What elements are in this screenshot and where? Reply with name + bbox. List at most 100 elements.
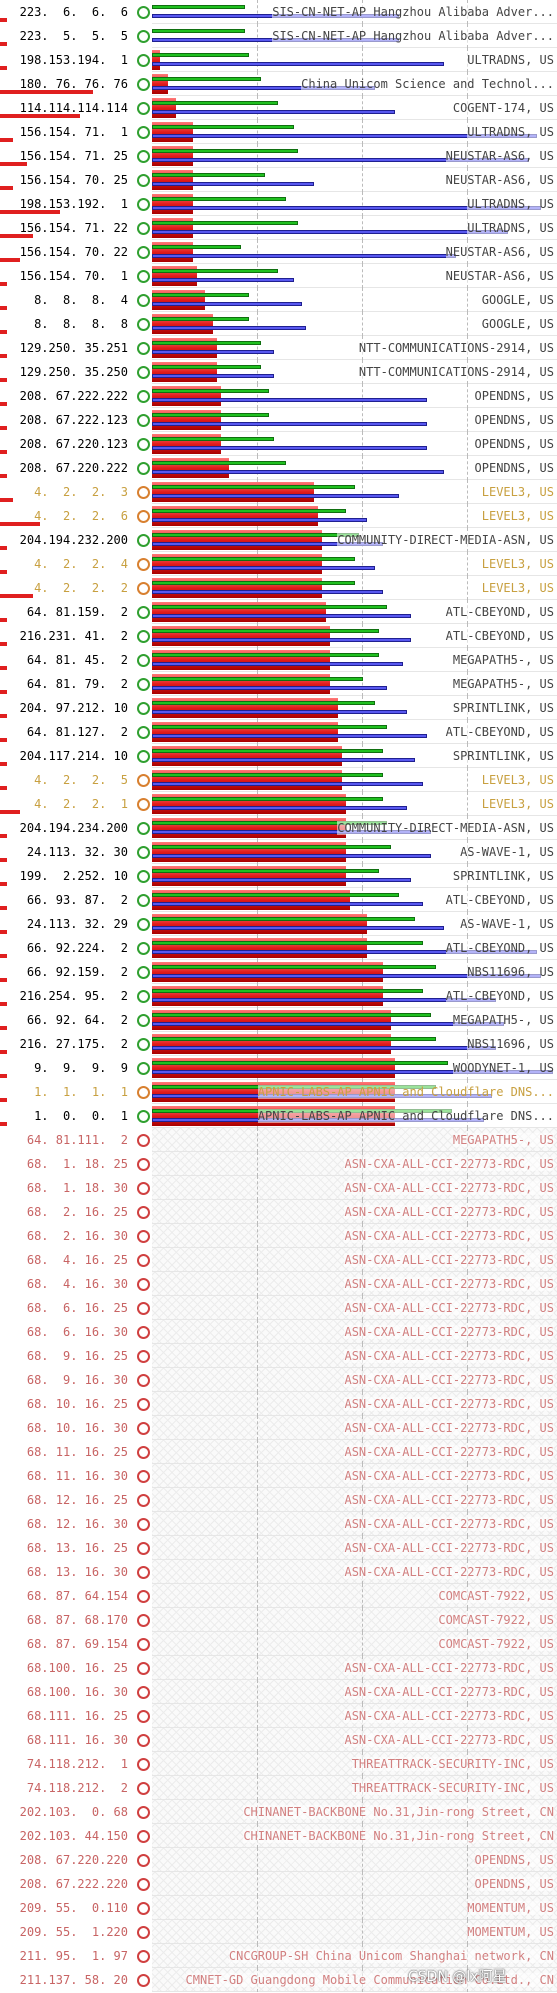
server-row[interactable]: 68. 87. 64.154 COMCAST-7922, US — [0, 1584, 557, 1608]
server-row[interactable]: 68. 4. 16. 25 ASN-CXA-ALL-CCI-22773-RDC, … — [0, 1248, 557, 1272]
ip-cell: 204.194.232.200 — [0, 528, 133, 552]
server-row[interactable]: 66. 92.224. 2 ATL-CBEYOND, US — [0, 936, 557, 960]
timing-plot: AS-WAVE-1, US — [152, 912, 557, 936]
server-row[interactable]: 211. 95. 1. 97 CNCGROUP-SH China Unicom S… — [0, 1944, 557, 1968]
server-row[interactable]: 202.103. 0. 68 CHINANET-BACKBONE No.31,Ji… — [0, 1800, 557, 1824]
server-row[interactable]: 4. 2. 2. 2 LEVEL3, US — [0, 576, 557, 600]
red-ring-icon — [137, 1926, 150, 1939]
server-row[interactable]: 198.153.194. 1 ULTRADNS, US — [0, 48, 557, 72]
server-row[interactable]: 68. 13. 16. 30 ASN-CXA-ALL-CCI-22773-RDC,… — [0, 1560, 557, 1584]
server-row[interactable]: 156.154. 70. 25 NEUSTAR-AS6, US — [0, 168, 557, 192]
server-row[interactable]: 204. 97.212. 10 SPRINTLINK, US — [0, 696, 557, 720]
server-row[interactable]: 9. 9. 9. 9 WOODYNET-1, US — [0, 1056, 557, 1080]
server-row[interactable]: 129.250. 35.251 NTT-COMMUNICATIONS-2914, … — [0, 336, 557, 360]
server-row[interactable]: 208. 67.220.220 OPENDNS, US — [0, 1848, 557, 1872]
server-row[interactable]: 68. 2. 16. 25 ASN-CXA-ALL-CCI-22773-RDC, … — [0, 1200, 557, 1224]
server-row[interactable]: 66. 93. 87. 2 ATL-CBEYOND, US — [0, 888, 557, 912]
server-row[interactable]: 24.113. 32. 29 AS-WAVE-1, US — [0, 912, 557, 936]
grid-line — [467, 384, 468, 408]
server-row[interactable]: 68. 13. 16. 25 ASN-CXA-ALL-CCI-22773-RDC,… — [0, 1536, 557, 1560]
server-row[interactable]: 68. 1. 18. 25 ASN-CXA-ALL-CCI-22773-RDC, … — [0, 1152, 557, 1176]
server-row[interactable]: 129.250. 35.250 NTT-COMMUNICATIONS-2914, … — [0, 360, 557, 384]
server-row[interactable]: 204.194.234.200 COMMUNITY-DIRECT-MEDIA-AS… — [0, 816, 557, 840]
server-row[interactable]: 68. 87. 69.154 COMCAST-7922, US — [0, 1632, 557, 1656]
orange-ring-icon — [137, 1086, 150, 1099]
server-row[interactable]: 68. 11. 16. 30 ASN-CXA-ALL-CCI-22773-RDC,… — [0, 1464, 557, 1488]
server-row[interactable]: 180. 76. 76. 76 China Unicom Science and … — [0, 72, 557, 96]
server-row[interactable]: 68.100. 16. 25 ASN-CXA-ALL-CCI-22773-RDC,… — [0, 1656, 557, 1680]
server-row[interactable]: 199. 2.252. 10 SPRINTLINK, US — [0, 864, 557, 888]
server-row[interactable]: 4. 2. 2. 3 LEVEL3, US — [0, 480, 557, 504]
server-row[interactable]: 68. 6. 16. 25 ASN-CXA-ALL-CCI-22773-RDC, … — [0, 1296, 557, 1320]
server-row[interactable]: 156.154. 71. 22 ULTRADNS, US — [0, 216, 557, 240]
server-row[interactable]: 198.153.192. 1 ULTRADNS, US — [0, 192, 557, 216]
ip-rank-bar — [0, 714, 7, 718]
server-row[interactable]: 4. 2. 2. 5 LEVEL3, US — [0, 768, 557, 792]
server-row[interactable]: 4. 2. 2. 6 LEVEL3, US — [0, 504, 557, 528]
server-row[interactable]: 1. 0. 0. 1 APNIC-LABS-AP APNIC and Cloudf… — [0, 1104, 557, 1128]
server-row[interactable]: 209. 55. 0.110 MOMENTUM, US — [0, 1896, 557, 1920]
server-row[interactable]: 208. 67.222.123 OPENDNS, US — [0, 408, 557, 432]
server-row[interactable]: 8. 8. 8. 8 GOOGLE, US — [0, 312, 557, 336]
server-row[interactable]: 208. 67.220.123 OPENDNS, US — [0, 432, 557, 456]
server-row[interactable]: 68. 9. 16. 30 ASN-CXA-ALL-CCI-22773-RDC, … — [0, 1368, 557, 1392]
server-row[interactable]: 156.154. 70. 1 NEUSTAR-AS6, US — [0, 264, 557, 288]
server-row[interactable]: 68. 2. 16. 30 ASN-CXA-ALL-CCI-22773-RDC, … — [0, 1224, 557, 1248]
server-row[interactable]: 64. 81.159. 2 ATL-CBEYOND, US — [0, 600, 557, 624]
server-row[interactable]: 68. 6. 16. 30 ASN-CXA-ALL-CCI-22773-RDC, … — [0, 1320, 557, 1344]
server-row[interactable]: 64. 81.127. 2 ATL-CBEYOND, US — [0, 720, 557, 744]
server-row[interactable]: 4. 2. 2. 1 LEVEL3, US — [0, 792, 557, 816]
server-row[interactable]: 66. 92. 64. 2 MEGAPATH5-, US — [0, 1008, 557, 1032]
server-row[interactable]: 68. 1. 18. 30 ASN-CXA-ALL-CCI-22773-RDC, … — [0, 1176, 557, 1200]
server-row[interactable]: 156.154. 71. 1 ULTRADNS, US — [0, 120, 557, 144]
server-row[interactable]: 66. 92.159. 2 NBS11696, US — [0, 960, 557, 984]
server-row[interactable]: 211.137. 58. 20 CMNET-GD Guangdong Mobile… — [0, 1968, 557, 1992]
server-row[interactable]: 4. 2. 2. 4 LEVEL3, US — [0, 552, 557, 576]
server-row[interactable]: 114.114.114.114 COGENT-174, US — [0, 96, 557, 120]
cached-bar — [152, 269, 278, 273]
server-row[interactable]: 64. 81. 79. 2 MEGAPATH5-, US — [0, 672, 557, 696]
cached-bar — [152, 941, 423, 945]
ip-cell: 74.118.212. 2 — [0, 1776, 133, 1800]
server-row[interactable]: 68. 11. 16. 25 ASN-CXA-ALL-CCI-22773-RDC,… — [0, 1440, 557, 1464]
server-row[interactable]: 68. 10. 16. 25 ASN-CXA-ALL-CCI-22773-RDC,… — [0, 1392, 557, 1416]
server-row[interactable]: 208. 67.222.220 OPENDNS, US — [0, 1872, 557, 1896]
server-row[interactable]: 216.231. 41. 2 ATL-CBEYOND, US — [0, 624, 557, 648]
server-row[interactable]: 204.117.214. 10 SPRINTLINK, US — [0, 744, 557, 768]
server-row[interactable]: 74.118.212. 2 THREATTRACK-SECURITY-INC, U… — [0, 1776, 557, 1800]
server-row[interactable]: 223. 6. 6. 6 SIS-CN-NET-AP Hangzhou Aliba… — [0, 0, 557, 24]
server-row[interactable]: 216.254. 95. 2 ATL-CBEYOND, US — [0, 984, 557, 1008]
server-row[interactable]: 68.111. 16. 30 ASN-CXA-ALL-CCI-22773-RDC,… — [0, 1728, 557, 1752]
server-row[interactable]: 209. 55. 1.220 MOMENTUM, US — [0, 1920, 557, 1944]
server-row[interactable]: 202.103. 44.150 CHINANET-BACKBONE No.31,J… — [0, 1824, 557, 1848]
server-row[interactable]: 68. 9. 16. 25 ASN-CXA-ALL-CCI-22773-RDC, … — [0, 1344, 557, 1368]
server-row[interactable]: 156.154. 71. 25 NEUSTAR-AS6, US — [0, 144, 557, 168]
server-row[interactable]: 68.100. 16. 30 ASN-CXA-ALL-CCI-22773-RDC,… — [0, 1680, 557, 1704]
server-row[interactable]: 68. 4. 16. 30 ASN-CXA-ALL-CCI-22773-RDC, … — [0, 1272, 557, 1296]
server-row[interactable]: 223. 5. 5. 5 SIS-CN-NET-AP Hangzhou Aliba… — [0, 24, 557, 48]
ip-cell: 9. 9. 9. 9 — [0, 1056, 133, 1080]
server-row[interactable]: 216. 27.175. 2 NBS11696, US — [0, 1032, 557, 1056]
server-row[interactable]: 68.111. 16. 25 ASN-CXA-ALL-CCI-22773-RDC,… — [0, 1704, 557, 1728]
server-row[interactable]: 1. 1. 1. 1 APNIC-LABS-AP APNIC and Cloudf… — [0, 1080, 557, 1104]
server-row[interactable]: 68. 12. 16. 25 ASN-CXA-ALL-CCI-22773-RDC,… — [0, 1488, 557, 1512]
ip-cell: 8. 8. 8. 4 — [0, 288, 133, 312]
server-row[interactable]: 8. 8. 8. 4 GOOGLE, US — [0, 288, 557, 312]
server-row[interactable]: 24.113. 32. 30 AS-WAVE-1, US — [0, 840, 557, 864]
server-row[interactable]: 68. 12. 16. 30 ASN-CXA-ALL-CCI-22773-RDC,… — [0, 1512, 557, 1536]
server-row[interactable]: 64. 81. 45. 2 MEGAPATH5-, US — [0, 648, 557, 672]
server-row[interactable]: 68. 10. 16. 30 ASN-CXA-ALL-CCI-22773-RDC,… — [0, 1416, 557, 1440]
server-row[interactable]: 208. 67.222.222 OPENDNS, US — [0, 384, 557, 408]
cached-bar — [152, 797, 383, 801]
ip-cell: 66. 92.224. 2 — [0, 936, 133, 960]
timing-plot: AS-WAVE-1, US — [152, 840, 557, 864]
server-row[interactable]: 68. 87. 68.170 COMCAST-7922, US — [0, 1608, 557, 1632]
server-row[interactable]: 204.194.232.200 COMMUNITY-DIRECT-MEDIA-AS… — [0, 528, 557, 552]
server-row[interactable]: 208. 67.220.222 OPENDNS, US — [0, 456, 557, 480]
server-row[interactable]: 156.154. 70. 22 NEUSTAR-AS6, US — [0, 240, 557, 264]
green-ring-icon — [137, 606, 150, 619]
server-row[interactable]: 64. 81.111. 2 MEGAPATH5-, US — [0, 1128, 557, 1152]
server-ip: 74.118.212. 2 — [19, 1781, 128, 1795]
grid-line — [362, 720, 363, 744]
server-row[interactable]: 74.118.212. 1 THREATTRACK-SECURITY-INC, U… — [0, 1752, 557, 1776]
